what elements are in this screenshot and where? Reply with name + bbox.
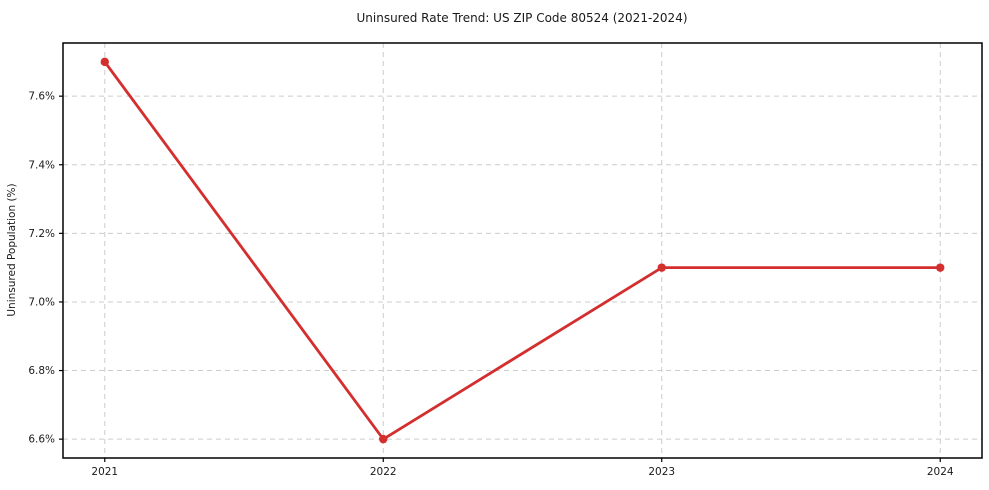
x-tick-label: 2023 [648,466,675,478]
chart-title: Uninsured Rate Trend: US ZIP Code 80524 … [356,11,687,25]
y-tick-label: 7.2% [28,228,55,240]
data-point [936,263,945,272]
plot-frame [62,42,983,459]
y-tick-label: 6.6% [28,434,55,446]
data-point [100,57,109,67]
data-point [379,434,388,444]
y-tick-label: 7.4% [28,159,55,171]
y-tick-label: 7.0% [28,296,55,308]
x-tick-label: 2021 [91,466,118,478]
x-tick-label: 2022 [370,466,397,478]
y-tick-label: 6.8% [28,365,55,377]
x-tick-label: 2024 [927,466,954,478]
plot-area: 6.6% 6.8% 7.0% 7.2% 7.4% 7.6% 2021 2022 2023 2024 [28,42,983,478]
data-line [103,60,942,441]
data-point [657,263,666,272]
y-axis-label: Uninsured Population (%) [6,183,18,316]
y-tick-label: 7.6% [28,91,55,103]
